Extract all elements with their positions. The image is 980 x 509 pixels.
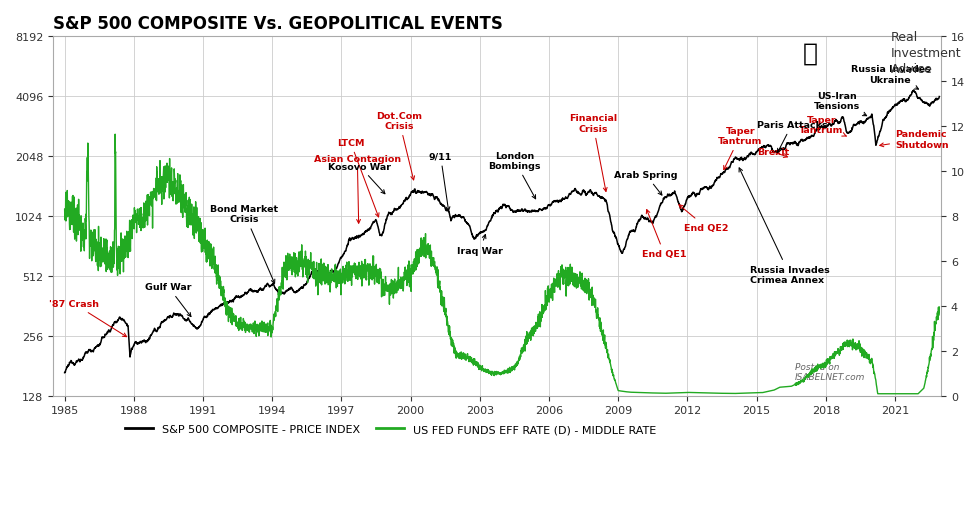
Text: US-Iran
Tensions: US-Iran Tensions [814,92,866,117]
Text: Real
Investment
Advice: Real Investment Advice [891,31,961,76]
Text: Brexit: Brexit [757,148,789,158]
Text: Dot.Com
Crisis: Dot.Com Crisis [376,111,422,181]
Text: Financial
Crisis: Financial Crisis [568,114,617,192]
Text: End QE1: End QE1 [642,210,687,259]
Text: Gulf War: Gulf War [145,283,192,317]
Text: Iraq War: Iraq War [457,235,503,255]
Text: Russia Invades
Crimea Annex: Russia Invades Crimea Annex [739,168,829,285]
Text: LTCM: LTCM [337,138,379,217]
Text: Bond Market
Crisis: Bond Market Crisis [211,205,278,284]
Text: London
Bombings: London Bombings [488,151,541,200]
Text: Taper
Tantrum: Taper Tantrum [799,116,847,137]
Text: 🦅: 🦅 [803,41,817,66]
Text: Russia Invades
Ukraine: Russia Invades Ukraine [851,65,930,90]
Text: 9/11: 9/11 [429,152,453,211]
Text: S&P 500 COMPOSITE Vs. GEOPOLITICAL EVENTS: S&P 500 COMPOSITE Vs. GEOPOLITICAL EVENT… [53,15,503,33]
Legend: S&P 500 COMPOSITE - PRICE INDEX, US FED FUNDS EFF RATE (D) - MIDDLE RATE: S&P 500 COMPOSITE - PRICE INDEX, US FED … [121,420,661,439]
Text: Posted on
ISABELNET.com: Posted on ISABELNET.com [795,362,865,381]
Text: '87 Crash: '87 Crash [49,300,126,337]
Text: Paris Attacks: Paris Attacks [757,121,827,153]
Text: Kosovo War: Kosovo War [328,162,391,194]
Text: End QE2: End QE2 [679,205,728,232]
Text: Arab Spring: Arab Spring [614,171,677,195]
Text: Taper
Tantrum: Taper Tantrum [718,127,762,171]
Text: Asian Contagion: Asian Contagion [314,154,401,224]
Text: Pandemic
Shutdown: Pandemic Shutdown [880,130,949,149]
